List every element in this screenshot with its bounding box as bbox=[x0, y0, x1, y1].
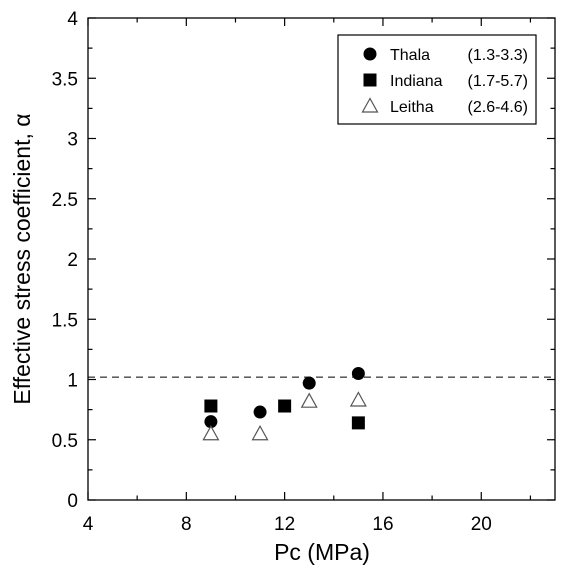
data-points bbox=[202, 366, 367, 441]
y-tick-label: 1.5 bbox=[52, 310, 78, 331]
y-tick-label: 2.5 bbox=[52, 190, 78, 211]
x-tick-label: 16 bbox=[372, 514, 393, 535]
y-tick-label: 3 bbox=[67, 130, 78, 151]
data-point bbox=[351, 416, 365, 430]
data-point bbox=[300, 392, 318, 408]
legend-label: Indiana bbox=[390, 73, 443, 90]
x-axis-title: Pc (MPa) bbox=[274, 539, 370, 565]
legend-marker-thala bbox=[363, 47, 377, 61]
data-point bbox=[204, 399, 218, 413]
y-axis-title: Effective stress coefficient, α bbox=[9, 113, 35, 404]
legend-range: (2.6-4.6) bbox=[468, 99, 528, 116]
legend-marker-indiana bbox=[363, 73, 377, 87]
y-tick-label: 0.5 bbox=[52, 431, 78, 452]
x-tick-label: 12 bbox=[274, 514, 295, 535]
legend: Thala (1.3-3.3) Indiana (1.7-5.7) Leitha (2.6… bbox=[337, 34, 537, 125]
data-point bbox=[251, 424, 269, 441]
y-tick-label: 2 bbox=[67, 250, 78, 271]
legend-marker-leitha bbox=[361, 97, 379, 113]
legend-range: (1.7-5.7) bbox=[468, 73, 528, 90]
series-leitha bbox=[202, 391, 367, 441]
data-point bbox=[302, 376, 316, 390]
y-axis-ticks: 0 0.5 1 1.5 2 2.5 3 3.5 4 bbox=[52, 9, 555, 512]
x-tick-label: 4 bbox=[83, 514, 94, 535]
series-thala bbox=[204, 366, 365, 429]
legend-label: Thala bbox=[390, 47, 430, 64]
plot-frame bbox=[87, 17, 556, 501]
y-tick-label: 4 bbox=[67, 9, 78, 30]
legend-label: Leitha bbox=[390, 99, 434, 116]
data-point bbox=[253, 405, 267, 419]
legend-range: (1.3-3.3) bbox=[468, 47, 528, 64]
y-tick-label: 1 bbox=[67, 371, 78, 392]
data-point bbox=[202, 424, 220, 441]
y-tick-label: 0 bbox=[67, 491, 78, 512]
x-axis-ticks: 4 8 12 16 20 bbox=[83, 18, 532, 535]
series-indiana bbox=[204, 399, 365, 430]
x-tick-label: 8 bbox=[181, 514, 192, 535]
x-tick-label: 20 bbox=[471, 514, 492, 535]
data-point bbox=[278, 399, 292, 413]
data-point bbox=[349, 391, 367, 407]
data-point bbox=[204, 415, 218, 429]
y-tick-label: 3.5 bbox=[52, 69, 78, 90]
data-point bbox=[351, 366, 365, 380]
